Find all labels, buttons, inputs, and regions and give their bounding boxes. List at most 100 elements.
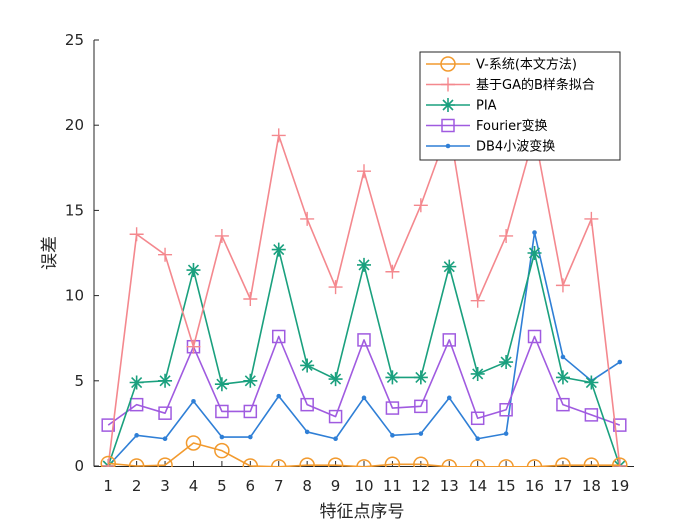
data-point: [327, 457, 344, 467]
x-tick-label: 10: [354, 477, 373, 495]
x-axis-label: 特征点序号: [320, 502, 405, 522]
data-point: [328, 372, 343, 387]
data-point: [418, 431, 424, 436]
data-point: [357, 164, 371, 179]
data-point: [243, 373, 258, 388]
data-point: [357, 257, 371, 272]
data-point: [243, 404, 258, 419]
series-4: [101, 329, 627, 432]
data-point: [612, 457, 628, 467]
data-point: [215, 404, 229, 419]
data-point: [617, 359, 623, 365]
y-tick-label: 25: [65, 31, 84, 49]
data-point: [134, 433, 139, 438]
data-point: [469, 459, 486, 467]
data-point: [503, 431, 509, 436]
x-tick-label: 18: [582, 477, 601, 495]
y-ticks: 0 5 10 15 20 25: [65, 31, 99, 475]
data-point: [356, 459, 372, 467]
data-point: [413, 456, 429, 467]
data-point: [560, 354, 566, 360]
legend-label: PIA: [476, 99, 497, 114]
data-point: [475, 436, 480, 442]
x-ticks: 1 2 3 4 5 6 7 8 9 10 11 12 13 14 15 16 17 18 19: [103, 461, 629, 495]
data-point: [413, 198, 428, 213]
data-point: [158, 373, 173, 388]
data-point: [271, 329, 286, 344]
data-point: [129, 227, 144, 242]
x-tick-label: 15: [497, 477, 516, 495]
data-point: [186, 339, 201, 354]
data-point: [584, 375, 599, 390]
y-tick-label: 0: [74, 457, 84, 475]
data-point: [129, 375, 144, 390]
series-3: [101, 242, 627, 467]
legend-item: 基于GA的B样条拟合: [426, 77, 595, 93]
data-point: [357, 333, 371, 347]
data-point: [556, 397, 570, 412]
data-point: [328, 409, 343, 424]
legend-marker: [440, 56, 456, 72]
x-tick-label: 5: [217, 477, 227, 495]
data-point: [470, 411, 485, 426]
y-tick-label: 15: [65, 201, 84, 219]
data-point: [333, 436, 338, 442]
legend-box: [419, 51, 621, 161]
x-tick-label: 14: [468, 477, 487, 495]
data-point: [390, 433, 395, 438]
x-tick-label: 1: [103, 477, 113, 495]
y-tick-label: 10: [65, 287, 84, 305]
data-point: [243, 292, 258, 307]
data-point: [185, 435, 202, 451]
series-1: [100, 435, 628, 467]
x-tick-label: 2: [132, 477, 142, 495]
data-point: [101, 459, 116, 467]
data-point: [214, 228, 229, 243]
data-point: [384, 456, 401, 467]
data-point: [328, 280, 343, 295]
data-point: [300, 397, 314, 412]
data-point: [270, 459, 287, 467]
x-tick-label: 19: [610, 477, 629, 495]
legend: V-系统(本文方法) 基于GA的B样条拟合 PIA Fourier变换 DB4小波变换: [419, 51, 621, 161]
data-point: [129, 397, 144, 412]
data-point: [499, 403, 513, 417]
data-point: [413, 370, 428, 385]
data-point: [214, 377, 229, 392]
data-point: [499, 355, 514, 370]
y-tick-label: 20: [65, 116, 84, 134]
data-point: [414, 399, 428, 414]
data-point: [385, 264, 400, 279]
legend-item: Fourier变换: [426, 118, 548, 134]
legend-label: 基于GA的B样条拟合: [476, 77, 595, 93]
legend-item: DB4小波变换: [426, 139, 555, 155]
x-tick-label: 12: [411, 477, 430, 495]
data-point: [101, 418, 115, 432]
data-point: [532, 230, 537, 235]
data-point: [441, 459, 458, 467]
legend-label: Fourier变换: [476, 118, 548, 134]
data-point: [446, 395, 452, 401]
data-point: [555, 370, 570, 385]
data-point: [242, 458, 259, 467]
legend-marker: [445, 143, 451, 149]
data-point: [527, 246, 542, 260]
data-point: [361, 395, 367, 401]
data-point: [271, 242, 286, 257]
data-point: [186, 263, 201, 278]
data-point: [299, 457, 315, 467]
legend-marker: [441, 77, 455, 92]
legend-label: V-系统(本文方法): [476, 57, 577, 73]
data-point: [385, 401, 400, 415]
data-point: [584, 408, 599, 422]
data-point: [499, 228, 514, 243]
data-point: [583, 457, 600, 467]
data-point: [219, 434, 225, 440]
x-tick-label: 4: [189, 477, 199, 495]
x-tick-label: 3: [160, 477, 170, 495]
legend-item: V-系统(本文方法): [426, 56, 577, 73]
data-point: [157, 457, 173, 467]
x-tick-label: 9: [331, 477, 341, 495]
data-point: [271, 128, 286, 143]
